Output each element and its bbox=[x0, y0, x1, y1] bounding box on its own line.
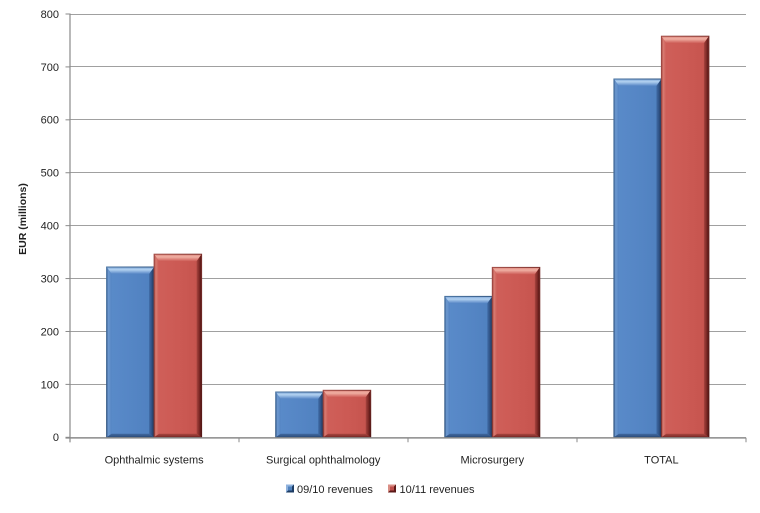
svg-text:Microsurgery: Microsurgery bbox=[461, 455, 525, 467]
svg-text:600: 600 bbox=[41, 115, 59, 127]
svg-text:400: 400 bbox=[41, 221, 59, 233]
svg-text:700: 700 bbox=[41, 62, 59, 74]
svg-text:300: 300 bbox=[41, 274, 59, 286]
svg-text:10/11 revenues: 10/11 revenues bbox=[400, 484, 476, 496]
svg-text:0: 0 bbox=[53, 432, 59, 444]
svg-text:100: 100 bbox=[41, 379, 59, 391]
svg-text:Ophthalmic systems: Ophthalmic systems bbox=[105, 455, 205, 467]
svg-text:Surgical ophthalmology: Surgical ophthalmology bbox=[266, 455, 381, 467]
svg-text:EUR (millions): EUR (millions) bbox=[17, 183, 29, 255]
svg-text:500: 500 bbox=[41, 168, 59, 180]
svg-text:800: 800 bbox=[41, 9, 59, 21]
svg-text:TOTAL: TOTAL bbox=[644, 455, 678, 467]
svg-text:09/10 revenues: 09/10 revenues bbox=[297, 484, 373, 496]
svg-text:200: 200 bbox=[41, 326, 59, 338]
